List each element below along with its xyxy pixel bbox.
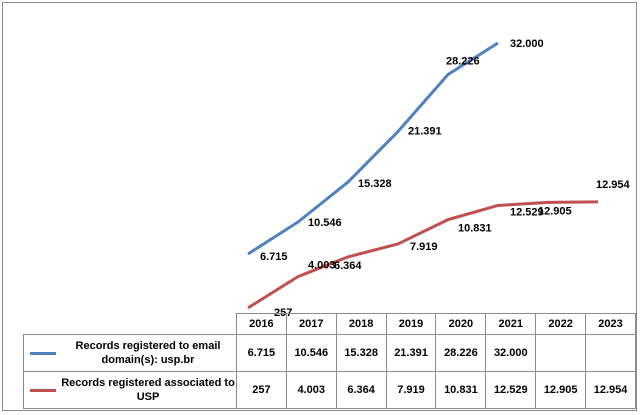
data-label-series-2-2023: 12.954	[596, 179, 631, 191]
table-row-series-2: Records registered associated to USP 257…	[23, 371, 636, 409]
table-cell-series-2-2021: 12.529	[485, 371, 537, 409]
data-label-series-2-2020: 10.831	[458, 223, 492, 235]
chart-plot: 6.71510.54615.32821.39128.22632.0002574.…	[247, 38, 631, 319]
data-label-series-2-2018: 6.364	[334, 260, 362, 272]
data-label-series-1-2017: 10.546	[308, 217, 342, 229]
data-label-series-1-2016: 6.715	[260, 251, 288, 263]
legend-cell-series-2: Records registered associated to USP	[23, 371, 237, 409]
data-label-series-1-2021: 32.000	[510, 38, 544, 50]
data-table: 2016 2017 2018 2019 2020 2021 2022 2023 Records…	[23, 313, 636, 409]
series-line-1	[247, 41, 499, 256]
data-label-series-1-2019: 21.391	[408, 126, 442, 138]
data-label-series-1-2018: 15.328	[358, 178, 392, 190]
table-cell-series-2-2020: 10.831	[435, 371, 487, 409]
table-header-2020: 2020	[435, 313, 487, 335]
table-cell-series-2-2023: 12.954	[585, 371, 636, 409]
series-line-2	[247, 200, 599, 310]
table-cell-series-1-2018: 15.328	[335, 334, 387, 372]
table-header-row: 2016 2017 2018 2019 2020 2021 2022 2023	[23, 313, 636, 335]
table-cell-series-1-2022	[535, 334, 587, 372]
table-header-2017: 2017	[285, 313, 337, 335]
table-cell-series-1-2020: 28.226	[435, 334, 487, 372]
table-cell-series-1-2017: 10.546	[285, 334, 337, 372]
table-header-2018: 2018	[335, 313, 387, 335]
legend-swatch-series-2	[30, 388, 56, 392]
table-header-2023: 2023	[585, 313, 636, 335]
legend-label-series-2: Records registered associated to USP	[61, 377, 235, 403]
table-cell-series-1-2016: 6.715	[236, 334, 287, 372]
table-header-2016: 2016	[236, 313, 287, 335]
chart-frame: 6.715 10.546 15.328 21.391 28.226 32.000 257 4.…	[2, 2, 637, 411]
table-header-2022: 2022	[535, 313, 587, 335]
table-cell-series-2-2018: 6.364	[335, 371, 387, 409]
legend-swatch-series-1	[30, 351, 56, 355]
table-header-2021: 2021	[485, 313, 537, 335]
data-label-series-1-2020: 28.226	[446, 55, 480, 67]
table-row-series-1: Records registered to email domain(s): u…	[23, 334, 636, 372]
table-corner-cell	[23, 313, 237, 335]
data-label-series-2-2019: 7.919	[410, 241, 438, 253]
table-cell-series-2-2017: 4.003	[285, 371, 337, 409]
data-label-series-2-2022: 12.905	[538, 205, 572, 217]
table-cell-series-1-2019: 21.391	[385, 334, 437, 372]
table-cell-series-1-2021: 32.000	[485, 334, 537, 372]
data-label-series-2-2021: 12.529	[510, 206, 544, 218]
legend-cell-series-1: Records registered to email domain(s): u…	[23, 334, 237, 372]
legend-label-series-1: Records registered to email domain(s): u…	[75, 340, 221, 366]
table-cell-series-1-2023	[585, 334, 636, 372]
table-header-2019: 2019	[385, 313, 437, 335]
table-cell-series-2-2016: 257	[236, 371, 287, 409]
table-cell-series-2-2022: 12.905	[535, 371, 587, 409]
data-label-series-2-2017: 4.003	[308, 260, 336, 272]
table-cell-series-2-2019: 7.919	[385, 371, 437, 409]
